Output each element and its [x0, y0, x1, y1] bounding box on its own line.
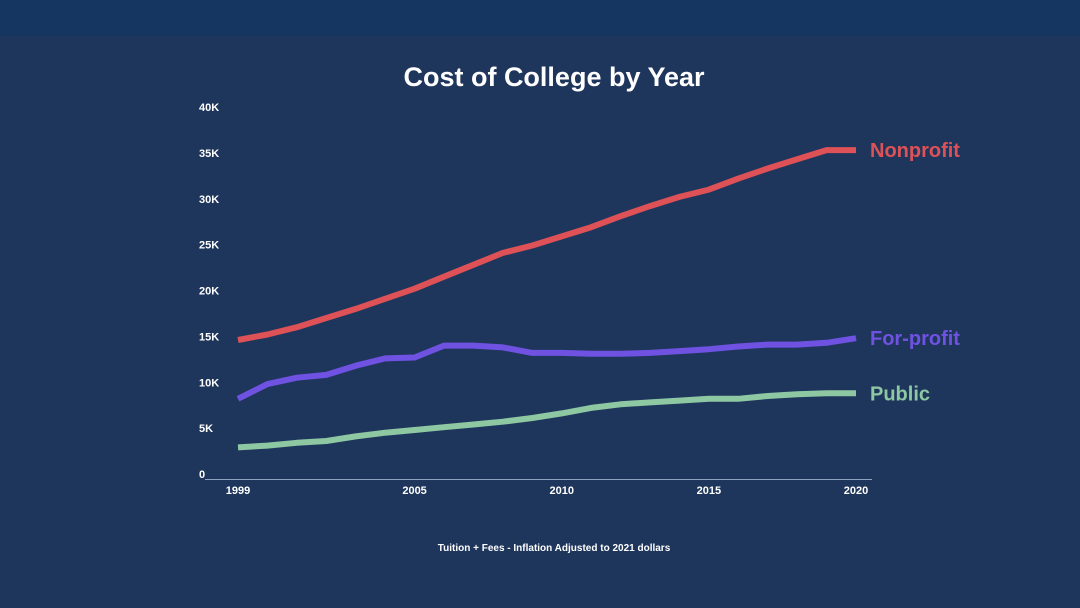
x-tick-label: 2020	[844, 485, 868, 497]
y-tick-label: 5K	[199, 423, 213, 435]
y-tick-label: 20K	[199, 286, 219, 298]
series-line-nonprofit	[237, 147, 856, 343]
y-tick-label: 40K	[199, 102, 219, 114]
top-banner	[0, 0, 1080, 36]
series-lines	[236, 147, 857, 451]
y-tick-label: 0	[199, 469, 205, 481]
series-label-for-profit: For-profit	[870, 328, 960, 350]
x-tick-label: 2010	[549, 485, 573, 497]
y-tick-label: 30K	[199, 194, 219, 206]
series-label-public: Public	[870, 383, 930, 405]
chart-title: Cost of College by Year	[403, 62, 705, 92]
y-tick-label: 35K	[199, 148, 219, 160]
y-tick-label: 15K	[199, 331, 219, 343]
x-tick-label: 1999	[226, 485, 250, 497]
x-tick-label: 2015	[697, 485, 721, 497]
legend: Nonprofit For-profit Public	[870, 140, 960, 405]
series-line-public	[237, 390, 856, 451]
series-label-nonprofit: Nonprofit	[870, 140, 960, 162]
chart-caption: Tuition + Fees - Inflation Adjusted to 2…	[437, 543, 671, 554]
y-tick-label: 25K	[199, 240, 219, 252]
series-line-for-profit	[236, 335, 857, 402]
y-tick-label: 10K	[199, 377, 219, 389]
y-axis: 0 5K 10K 15K 20K 25K 30K 35K 40K	[199, 102, 219, 481]
x-axis: 1999 2005 2010 2015 2020	[226, 485, 868, 497]
x-tick-label: 2005	[402, 485, 426, 497]
